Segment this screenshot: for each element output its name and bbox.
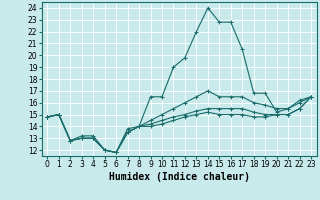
X-axis label: Humidex (Indice chaleur): Humidex (Indice chaleur) [109, 172, 250, 182]
